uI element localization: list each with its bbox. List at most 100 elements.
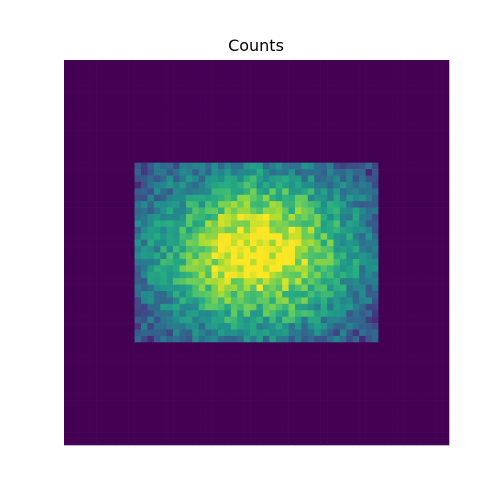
heatmap-cell (372, 419, 379, 427)
heatmap-cell (173, 117, 180, 125)
heatmap-cell (64, 79, 71, 86)
heatmap-cell (83, 239, 90, 247)
heatmap-cell (372, 194, 379, 202)
heatmap-cell (365, 348, 373, 356)
heatmap-cell (237, 329, 244, 337)
heatmap-cell (320, 380, 328, 388)
heatmap-cell (410, 419, 418, 427)
heatmap-cell (108, 226, 116, 234)
heatmap-cell (346, 406, 354, 414)
heatmap-cell (327, 194, 334, 202)
heatmap-cell (76, 98, 84, 106)
heatmap-cell (218, 175, 225, 183)
heatmap-cell (243, 92, 251, 99)
heatmap-cell (262, 412, 270, 420)
heatmap-cell (442, 252, 450, 260)
heatmap-cell (153, 374, 161, 382)
heatmap-cell (262, 207, 270, 215)
heatmap-cell (198, 316, 206, 324)
heatmap-cell (147, 406, 155, 414)
heatmap-cell (410, 400, 418, 407)
heatmap-cell (307, 252, 315, 260)
heatmap-cell (102, 329, 110, 337)
heatmap-cell (192, 156, 200, 163)
heatmap-cell (211, 226, 219, 234)
heatmap-cell (442, 335, 450, 343)
heatmap-cell (153, 252, 161, 260)
heatmap-cell (416, 66, 424, 74)
heatmap-cell (397, 188, 405, 196)
heatmap-cell (391, 387, 398, 394)
heatmap-cell (359, 419, 366, 427)
heatmap-cell (128, 143, 135, 151)
heatmap-cell (442, 239, 450, 247)
heatmap-cell (339, 130, 347, 138)
heatmap-cell (96, 169, 103, 176)
heatmap-cell (404, 124, 411, 131)
heatmap-cell (102, 149, 110, 157)
heatmap-cell (429, 214, 437, 221)
heatmap-cell (359, 432, 366, 439)
heatmap-cell (352, 181, 360, 189)
heatmap-cell (359, 393, 366, 401)
heatmap-cell (96, 342, 103, 350)
heatmap-cell (288, 214, 296, 221)
heatmap-cell (307, 85, 315, 93)
heatmap-cell (250, 258, 257, 266)
heatmap-cell (301, 111, 309, 119)
heatmap-cell (295, 342, 302, 350)
heatmap-cell (185, 432, 193, 439)
heatmap-cell (429, 425, 437, 433)
heatmap-cell (262, 258, 270, 266)
heatmap-cell (365, 265, 373, 273)
heatmap-cell (307, 130, 315, 138)
heatmap-cell (102, 124, 110, 131)
heatmap-cell (288, 278, 296, 285)
heatmap-cell (166, 181, 174, 189)
heatmap-cell (372, 233, 379, 240)
heatmap-cell (282, 188, 289, 196)
heatmap-cell (282, 278, 289, 285)
heatmap-cell (288, 335, 296, 343)
heatmap-cell (102, 188, 110, 196)
heatmap-cell (307, 214, 315, 221)
heatmap-cell (301, 162, 309, 170)
heatmap-cell (160, 60, 167, 67)
heatmap-cell (333, 393, 341, 401)
heatmap-cell (179, 400, 187, 407)
heatmap-cell (250, 348, 257, 356)
heatmap-cell (320, 169, 328, 176)
heatmap-cell (218, 246, 225, 253)
heatmap-cell (83, 406, 90, 414)
heatmap-cell (166, 361, 174, 369)
heatmap-cell (76, 335, 84, 343)
heatmap-cell (410, 156, 418, 163)
heatmap-cell (147, 252, 155, 260)
heatmap-cell (70, 368, 78, 375)
heatmap-cell (282, 149, 289, 157)
heatmap-cell (108, 207, 116, 215)
heatmap-cell (282, 201, 289, 208)
heatmap-cell (391, 207, 398, 215)
heatmap-cell (339, 284, 347, 292)
heatmap-cell (307, 284, 315, 292)
heatmap-cell (436, 406, 443, 414)
heatmap-cell (243, 271, 251, 279)
heatmap-cell (173, 323, 180, 330)
heatmap-cell (173, 124, 180, 131)
heatmap-cell (275, 226, 283, 234)
heatmap-cell (295, 181, 302, 189)
heatmap-cell (64, 412, 71, 420)
heatmap-cell (147, 181, 155, 189)
heatmap-cell (307, 291, 315, 298)
heatmap-cell (141, 188, 148, 196)
heatmap-cell (301, 438, 309, 446)
heatmap-cell (102, 265, 110, 273)
heatmap-cell (410, 207, 418, 215)
heatmap-cell (391, 412, 398, 420)
heatmap-cell (89, 194, 97, 202)
heatmap-cell (115, 425, 123, 433)
heatmap-cell (397, 149, 405, 157)
heatmap-cell (333, 412, 341, 420)
heatmap-cell (352, 72, 360, 80)
